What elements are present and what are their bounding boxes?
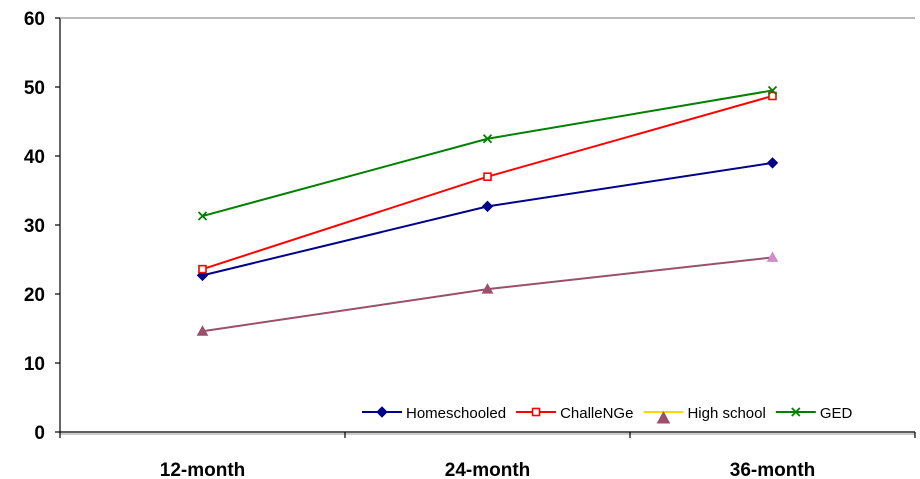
series-line (202, 256, 773, 333)
series-ged (197, 85, 778, 221)
legend-marker (656, 410, 671, 424)
data-point-marker (766, 157, 779, 169)
data-point-marker (196, 325, 209, 336)
chart-axes (55, 17, 916, 438)
data-point-marker (767, 85, 778, 96)
data-point-marker (481, 283, 494, 294)
legend-marker (531, 407, 541, 417)
x-category-label: 12-month (160, 460, 246, 479)
y-tick-label: 50 (24, 78, 45, 99)
x-category-label: 36-month (730, 460, 816, 479)
data-point-marker (766, 251, 779, 262)
y-tick-label: 20 (24, 285, 45, 306)
x-axis-category-labels: 12-month 24-month 36-month (160, 460, 816, 479)
data-point-marker (481, 200, 494, 213)
legend-marker (791, 407, 801, 417)
series-line (202, 89, 773, 217)
data-point-marker (197, 211, 208, 221)
legend-marker (376, 406, 388, 418)
series-high-school (196, 251, 779, 336)
legend-label: Homeschooled (406, 405, 506, 422)
y-axis-tick-labels: 0 10 20 30 40 50 60 (24, 9, 45, 444)
series-line (202, 95, 773, 271)
y-tick-label: 0 (34, 423, 45, 444)
legend-item: ChalleNGe (516, 405, 633, 422)
y-tick-label: 40 (24, 147, 45, 168)
legend-label: ChalleNGe (560, 405, 633, 422)
data-point-marker (482, 134, 493, 144)
legend-label: High school (687, 405, 765, 422)
x-category-label: 24-month (445, 460, 531, 479)
data-point-marker (768, 91, 777, 101)
series-layer (196, 85, 779, 336)
legend-item: High school (643, 405, 766, 424)
y-tick-label: 30 (24, 216, 45, 237)
legend: Homeschooled ChalleNGe High school GED (362, 405, 853, 424)
y-tick-label: 60 (24, 9, 45, 30)
legend-label: GED (820, 405, 853, 422)
legend-item: Homeschooled (362, 405, 506, 422)
data-point-marker (483, 172, 492, 181)
series-challenge (198, 91, 777, 274)
legend-item: GED (775, 405, 853, 422)
data-point-marker (198, 264, 207, 274)
y-tick-label: 10 (24, 354, 45, 375)
